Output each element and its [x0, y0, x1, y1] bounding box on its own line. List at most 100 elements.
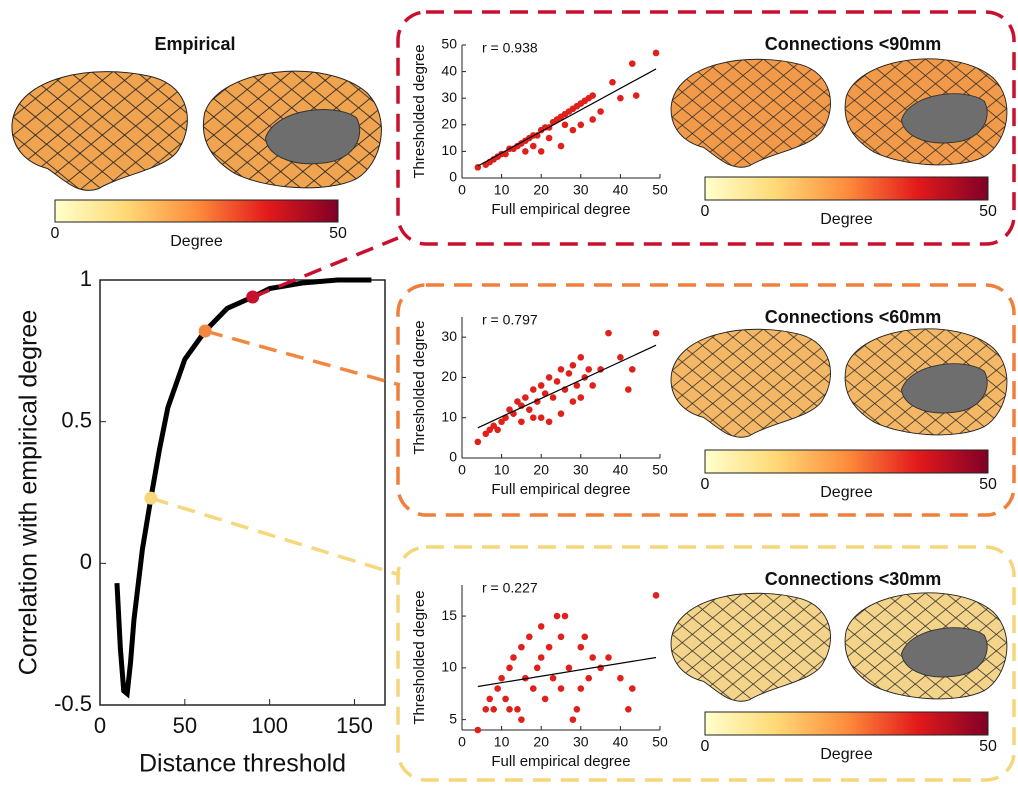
x-tick-label: 40 — [613, 462, 629, 478]
colorbar-tick-label: 0 — [51, 225, 60, 242]
scatter-point — [629, 366, 636, 373]
scatter-point — [518, 644, 525, 651]
scatter-point — [566, 665, 573, 672]
scatter-point — [570, 398, 577, 405]
y-tick-label: 0 — [80, 549, 92, 574]
annotation: r = 0.797 — [482, 312, 538, 328]
x-tick-label: 10 — [494, 734, 510, 750]
scatter-point — [530, 414, 537, 421]
scatter-point — [530, 143, 537, 150]
x-tick-label: 10 — [494, 462, 510, 478]
y-tick-label: 1 — [80, 266, 92, 291]
fit-line — [478, 658, 656, 687]
y-tick-label: 0 — [449, 449, 457, 465]
scatter-point — [578, 354, 585, 361]
scatter-point — [558, 685, 565, 692]
scatter-point — [558, 633, 565, 640]
scatter-point — [578, 685, 585, 692]
colorbar-tick-label: 0 — [701, 203, 710, 220]
scatter-point — [494, 685, 501, 692]
scatter-point — [653, 330, 660, 337]
colorbar-label: Degree — [170, 233, 223, 250]
y-tick-label: 20 — [441, 116, 457, 132]
figure: Empirical 050Degree050100150-0.500.51Dis… — [0, 0, 1018, 784]
scatter-point — [475, 439, 482, 446]
scatter-point — [578, 644, 585, 651]
scatter-point — [574, 706, 581, 713]
y-axis-label: Thresholded degree — [411, 590, 428, 724]
x-tick-label: 50 — [652, 462, 668, 478]
colorbar-tick-label: 0 — [701, 738, 710, 755]
scatter-point — [617, 354, 624, 361]
scatter-point — [490, 706, 497, 713]
brain-30mm — [671, 593, 1007, 701]
x-tick-label: 20 — [533, 182, 549, 198]
scatter-point — [605, 654, 612, 661]
highlight-point — [144, 492, 157, 505]
scatter-point — [570, 127, 577, 134]
y-tick-label: 5 — [449, 710, 457, 726]
brain-60mm — [671, 329, 1007, 437]
scatter-point — [578, 394, 585, 401]
y-tick-label: 50 — [441, 36, 457, 52]
scatter-point — [546, 374, 553, 381]
y-axis-label: Thresholded degree — [411, 44, 428, 178]
scatter-point — [633, 92, 640, 99]
highlight-point — [199, 325, 212, 338]
x-tick-label: 0 — [94, 713, 106, 738]
x-tick-label: 30 — [573, 182, 589, 198]
colorbar-tick-label: 50 — [979, 476, 997, 493]
scatter-point — [629, 60, 636, 67]
scatter-point — [530, 386, 537, 393]
scatter-point — [585, 675, 592, 682]
scatter-point — [522, 148, 529, 155]
scatter-point — [530, 685, 537, 692]
scatter-point — [629, 685, 636, 692]
x-tick-label: 150 — [336, 713, 373, 738]
scatter-point — [526, 406, 533, 413]
scatter-point — [538, 414, 545, 421]
scatter-point — [589, 92, 596, 99]
y-tick-label: 30 — [441, 328, 457, 344]
x-tick-label: 40 — [613, 182, 629, 198]
x-axis-label: Full empirical degree — [491, 481, 630, 498]
scatter-point — [562, 122, 569, 129]
panel-title: Connections <90mm — [765, 34, 942, 54]
annotation: r = 0.227 — [482, 580, 538, 596]
scatter-point — [625, 706, 632, 713]
scatter-point — [538, 654, 545, 661]
scatter-point — [522, 394, 529, 401]
scatter-point — [589, 116, 596, 123]
x-tick-label: 40 — [613, 734, 629, 750]
scatter-point — [546, 135, 553, 142]
colorbar-label: Degree — [820, 484, 873, 501]
y-tick-label: 40 — [441, 62, 457, 78]
x-axis-label: Distance threshold — [139, 750, 346, 778]
scatter-point — [605, 330, 612, 337]
brain-90mm — [671, 59, 1007, 167]
x-tick-label: 50 — [652, 734, 668, 750]
y-tick-label: 10 — [441, 142, 457, 158]
scatter-point — [498, 675, 505, 682]
y-tick-label: 30 — [441, 89, 457, 105]
scatter-point — [570, 716, 577, 723]
scatter-point — [538, 623, 545, 630]
scatter-point — [558, 366, 565, 373]
x-axis-label: Full empirical degree — [491, 201, 630, 218]
scatter-point — [506, 665, 513, 672]
scatter-point — [546, 418, 553, 425]
x-tick-label: 10 — [494, 182, 510, 198]
panel-title: Connections <30mm — [765, 569, 942, 589]
y-tick-label: 20 — [441, 368, 457, 384]
x-tick-label: 50 — [652, 182, 668, 198]
y-tick-label: 0 — [449, 169, 457, 185]
y-tick-label: 10 — [441, 408, 457, 424]
scatter-point — [538, 148, 545, 155]
scatter-point — [566, 370, 573, 377]
scatter-point — [653, 50, 660, 57]
scatter-point — [554, 378, 561, 385]
scatter-point — [475, 727, 482, 734]
panel-title: Empirical — [154, 34, 235, 54]
scatter-point — [589, 654, 596, 661]
scatter-point — [617, 675, 624, 682]
